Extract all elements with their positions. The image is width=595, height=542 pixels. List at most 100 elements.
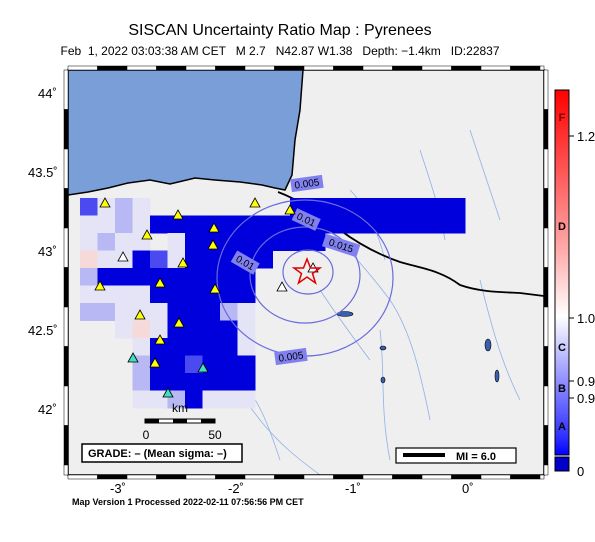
grid-cell	[132, 338, 151, 356]
grid-cell	[132, 320, 151, 339]
grid-cell	[115, 233, 133, 251]
station-triangle-icon	[162, 387, 174, 398]
grid-cell	[185, 338, 203, 356]
lon-tick-label: -1˚	[345, 481, 361, 496]
map-frame	[63, 65, 549, 480]
grid-cell	[395, 215, 413, 234]
colorbar-letter: D	[558, 221, 566, 233]
grid-cell	[132, 390, 151, 409]
frame-segment	[215, 474, 246, 480]
grid-cell	[202, 250, 221, 269]
grid-cell	[220, 390, 238, 409]
grid-cell	[395, 198, 413, 216]
map-subtitle: Feb 1, 2022 03:03:38 AM CET M 2.7 N42.87…	[60, 44, 500, 58]
grid-cell	[272, 215, 291, 234]
grid-cell	[167, 233, 186, 251]
station-triangle-icon	[94, 280, 106, 291]
frame-segment	[543, 69, 549, 110]
grid-cell	[150, 250, 168, 269]
station-triangle-icon	[134, 309, 146, 320]
frame-segment	[274, 65, 305, 71]
station-triangle-icon	[149, 357, 161, 368]
grid-cell	[97, 268, 116, 286]
grid-cell	[307, 198, 326, 216]
grid-cell	[290, 233, 308, 251]
grid-cell	[202, 338, 221, 356]
lakes	[336, 311, 500, 384]
grid-cell	[220, 338, 238, 356]
station-triangle-icon	[177, 257, 189, 268]
mi-box: MI = 6.0	[395, 447, 517, 464]
frame-segment	[156, 65, 187, 71]
colorbar-gradient	[554, 89, 570, 456]
station-triangle-icon	[172, 209, 184, 220]
grid-cell	[202, 303, 221, 321]
frame-segment	[63, 346, 69, 387]
grid-cell	[220, 233, 238, 251]
grid-cell	[220, 268, 238, 286]
map-title: SISCAN Uncertainty Ratio Map : Pyrenees	[128, 22, 432, 39]
lat-tick-label: 43˚	[38, 244, 57, 259]
grid-cell	[185, 303, 203, 321]
grid-cell	[167, 285, 186, 304]
frame-segment	[63, 425, 69, 466]
grid-cell	[115, 215, 133, 234]
frame-segment	[333, 474, 364, 480]
grid-cell	[220, 303, 238, 321]
coastline	[68, 70, 304, 196]
grid-cell	[97, 250, 116, 269]
grid-cell	[255, 233, 273, 251]
grid-cell	[185, 390, 203, 409]
grid-cell	[360, 198, 378, 216]
grid-cell	[237, 303, 256, 321]
frame-segment	[421, 65, 452, 71]
frame-segment	[67, 65, 98, 71]
frame-segment	[63, 267, 69, 308]
colorbar: F D C B A 1.2 1.0 0.9 0.9 0	[554, 89, 595, 479]
frame-segment	[543, 267, 549, 308]
frame-segment	[126, 474, 157, 480]
frame-segment	[63, 109, 69, 150]
station-triangle-icon	[249, 197, 261, 208]
frame-segment	[63, 464, 69, 476]
frame-segment	[97, 65, 128, 71]
grid-cell	[202, 320, 221, 339]
contour-label-box	[291, 208, 321, 231]
contour-label-box	[230, 250, 260, 275]
frame-segment	[63, 69, 69, 110]
frame-segment	[244, 65, 275, 71]
grid-cell	[185, 373, 203, 391]
frame-segment	[543, 148, 549, 189]
grid-cell	[237, 285, 256, 304]
grid-cell	[412, 198, 431, 216]
frame-segment	[126, 65, 157, 71]
grid-cell	[167, 303, 186, 321]
station-triangle-icon	[197, 362, 209, 373]
frame-segment	[67, 474, 98, 480]
frame-segment	[451, 65, 482, 71]
frame-segment	[63, 306, 69, 347]
grid-cell	[97, 303, 116, 321]
mi-text: MI = 6.0	[456, 451, 496, 463]
grid-cell	[115, 198, 133, 216]
station-triangle-icon	[154, 334, 166, 345]
grid-cell	[342, 198, 361, 216]
grid-cell	[342, 215, 361, 234]
lon-tick-label: -2˚	[228, 481, 244, 496]
frame-segment	[185, 65, 216, 71]
grid-cell	[202, 390, 221, 409]
colorbar-letter: C	[558, 342, 566, 354]
frame-segment	[303, 474, 334, 480]
frame-segment	[510, 474, 541, 480]
grid-cell	[237, 215, 256, 234]
frame-segment	[215, 65, 246, 71]
grid-cell	[185, 268, 203, 286]
sea-area	[68, 70, 303, 195]
lon-tick-labels: -3˚ -2˚ -1˚ 0˚	[110, 481, 474, 496]
grid-cell	[167, 215, 186, 234]
lat-tick-label: 42.5˚	[28, 323, 58, 338]
station-triangle-icon	[99, 197, 111, 208]
frame-segment	[480, 474, 511, 480]
station-triangle-icon	[154, 277, 166, 288]
grid-cell	[150, 390, 168, 409]
